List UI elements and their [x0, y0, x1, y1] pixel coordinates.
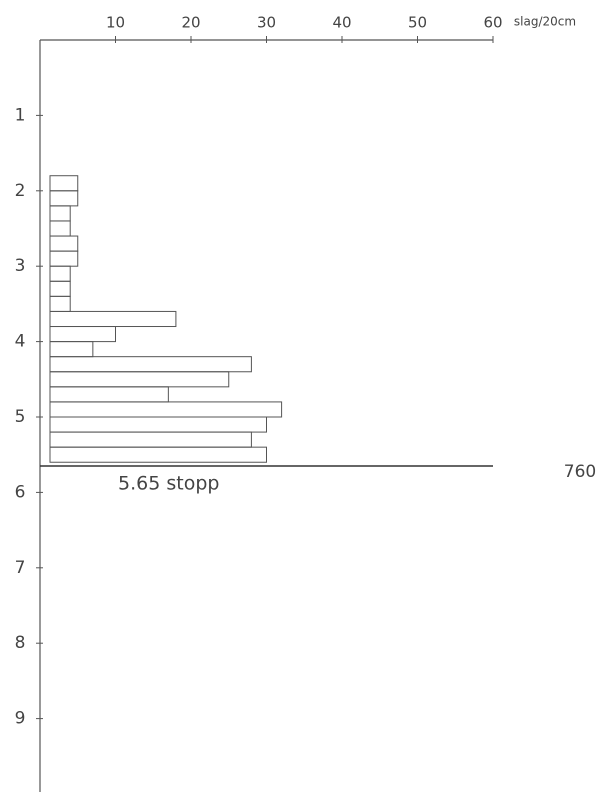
x-axis-label: slag/20cm	[514, 15, 576, 29]
stop-label: 5.65 stopp	[118, 473, 219, 495]
x-tick-label: 40	[332, 14, 351, 32]
y-tick-label: 9	[15, 709, 26, 729]
x-tick-label: 50	[408, 14, 427, 32]
bar	[49, 310, 177, 328]
bar	[49, 190, 79, 207]
bar	[49, 431, 252, 448]
bar	[49, 250, 79, 267]
bar	[49, 356, 252, 373]
bar	[49, 175, 79, 192]
x-tick-label: 20	[181, 14, 200, 32]
bar	[49, 205, 71, 222]
y-tick-label: 3	[15, 256, 26, 276]
bar	[49, 326, 116, 343]
bar	[49, 280, 71, 297]
x-tick-label: 60	[483, 14, 502, 32]
bar	[49, 386, 169, 403]
x-tick-label: 10	[106, 14, 125, 32]
bar	[49, 220, 71, 237]
y-tick-label: 4	[15, 332, 26, 352]
y-tick-label: 8	[15, 633, 26, 653]
y-tick-label: 1	[15, 105, 26, 125]
bar	[49, 235, 79, 252]
bar	[49, 371, 230, 388]
bar	[49, 446, 267, 463]
bar	[49, 265, 71, 282]
bar	[49, 295, 71, 312]
bar	[49, 341, 94, 358]
y-tick-label: 7	[15, 558, 26, 578]
bar	[49, 416, 267, 433]
x-tick-label: 30	[257, 14, 276, 32]
y-tick-label: 6	[15, 482, 26, 502]
y-tick-label: 2	[15, 181, 26, 201]
bar	[49, 401, 283, 418]
y-tick-label: 5	[15, 407, 26, 427]
side-note: 760	[564, 462, 596, 482]
